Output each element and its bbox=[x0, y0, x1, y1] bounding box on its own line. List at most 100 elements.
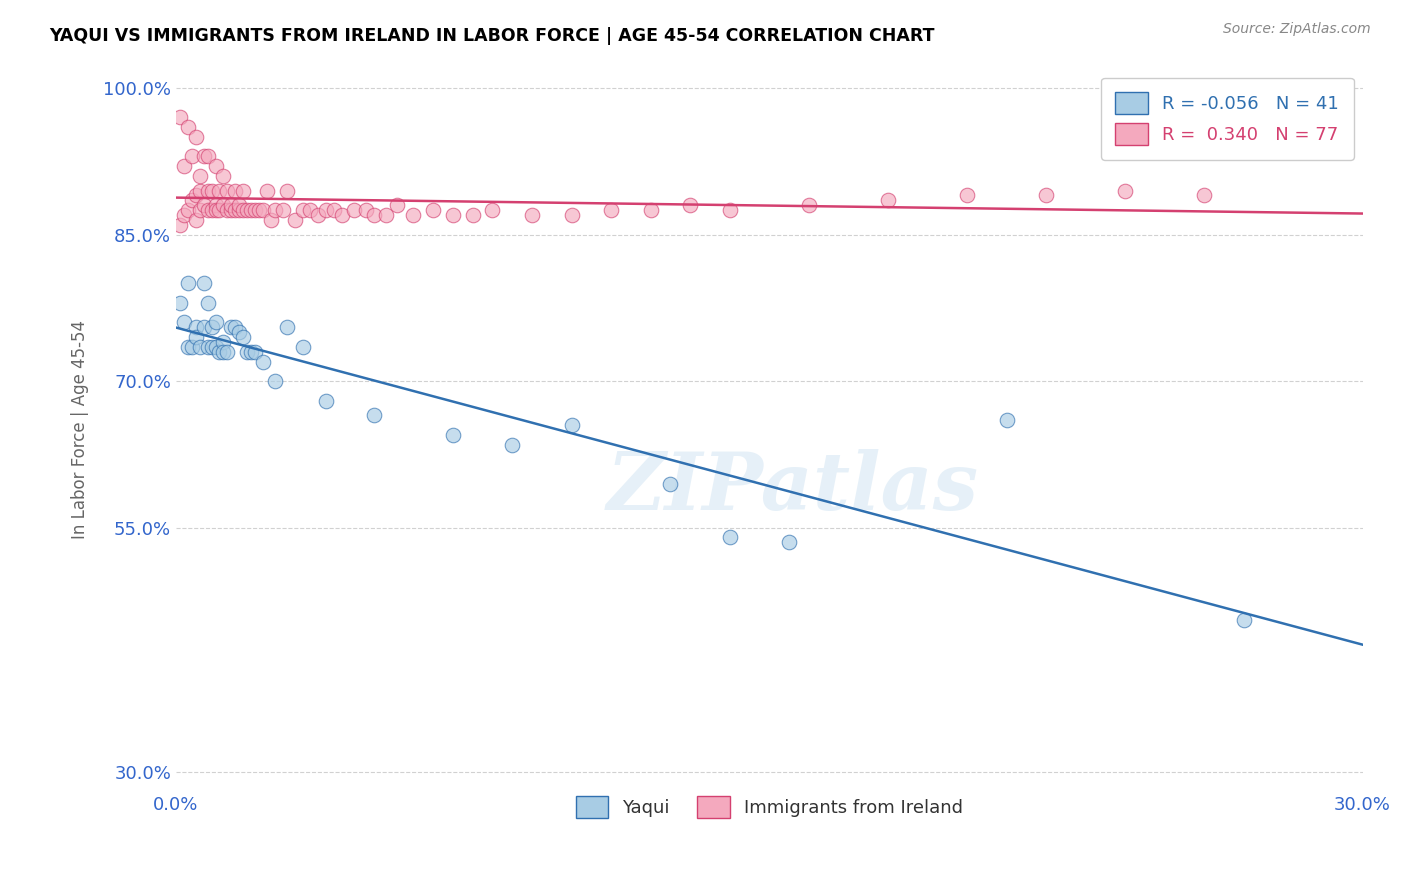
Point bbox=[173, 208, 195, 222]
Point bbox=[180, 340, 202, 354]
Point bbox=[481, 203, 503, 218]
Point bbox=[173, 159, 195, 173]
Point bbox=[276, 320, 298, 334]
Point bbox=[200, 184, 222, 198]
Point bbox=[659, 476, 682, 491]
Point bbox=[177, 277, 200, 291]
Point bbox=[441, 427, 464, 442]
Point bbox=[212, 334, 235, 349]
Point bbox=[204, 203, 226, 218]
Point bbox=[520, 208, 543, 222]
Point bbox=[193, 320, 215, 334]
Point bbox=[374, 208, 396, 222]
Point bbox=[263, 374, 285, 388]
Point bbox=[1114, 184, 1136, 198]
Point bbox=[184, 330, 207, 344]
Point bbox=[315, 203, 337, 218]
Point bbox=[200, 320, 222, 334]
Point bbox=[212, 344, 235, 359]
Point bbox=[208, 344, 231, 359]
Point bbox=[323, 203, 346, 218]
Point bbox=[200, 340, 222, 354]
Point bbox=[243, 203, 266, 218]
Point bbox=[197, 203, 219, 218]
Text: YAQUI VS IMMIGRANTS FROM IRELAND IN LABOR FORCE | AGE 45-54 CORRELATION CHART: YAQUI VS IMMIGRANTS FROM IRELAND IN LABO… bbox=[49, 27, 935, 45]
Point bbox=[441, 208, 464, 222]
Point bbox=[956, 188, 979, 202]
Point bbox=[343, 203, 366, 218]
Point bbox=[173, 316, 195, 330]
Point bbox=[188, 340, 211, 354]
Point bbox=[188, 203, 211, 218]
Point bbox=[177, 203, 200, 218]
Point bbox=[679, 198, 702, 212]
Point bbox=[291, 203, 314, 218]
Point bbox=[184, 188, 207, 202]
Point bbox=[877, 194, 900, 208]
Point bbox=[197, 184, 219, 198]
Point bbox=[200, 203, 222, 218]
Point bbox=[240, 203, 263, 218]
Text: ZIPatlas: ZIPatlas bbox=[607, 449, 979, 526]
Point bbox=[252, 354, 274, 368]
Point bbox=[169, 296, 191, 310]
Point bbox=[193, 198, 215, 212]
Point bbox=[228, 198, 250, 212]
Point bbox=[208, 203, 231, 218]
Point bbox=[184, 213, 207, 227]
Point bbox=[461, 208, 484, 222]
Point bbox=[193, 277, 215, 291]
Point bbox=[307, 208, 329, 222]
Point bbox=[204, 198, 226, 212]
Point bbox=[778, 535, 800, 549]
Point bbox=[204, 316, 226, 330]
Point bbox=[363, 409, 385, 423]
Point bbox=[1035, 188, 1057, 202]
Point bbox=[197, 149, 219, 163]
Point bbox=[387, 198, 409, 212]
Point bbox=[1233, 613, 1256, 627]
Point bbox=[363, 208, 385, 222]
Point bbox=[236, 344, 259, 359]
Point bbox=[224, 184, 246, 198]
Point bbox=[224, 320, 246, 334]
Text: Source: ZipAtlas.com: Source: ZipAtlas.com bbox=[1223, 22, 1371, 37]
Point bbox=[256, 184, 278, 198]
Point bbox=[240, 344, 263, 359]
Point bbox=[560, 208, 582, 222]
Point bbox=[188, 169, 211, 183]
Point bbox=[291, 340, 314, 354]
Point bbox=[180, 194, 202, 208]
Point bbox=[217, 344, 239, 359]
Point bbox=[232, 184, 254, 198]
Point bbox=[797, 198, 820, 212]
Point bbox=[221, 198, 243, 212]
Y-axis label: In Labor Force | Age 45-54: In Labor Force | Age 45-54 bbox=[72, 320, 89, 540]
Point bbox=[1194, 188, 1216, 202]
Point bbox=[501, 437, 523, 451]
Point bbox=[224, 203, 246, 218]
Point bbox=[212, 169, 235, 183]
Point bbox=[188, 184, 211, 198]
Point bbox=[247, 203, 270, 218]
Point bbox=[197, 296, 219, 310]
Point bbox=[422, 203, 444, 218]
Point bbox=[217, 184, 239, 198]
Point bbox=[315, 393, 337, 408]
Point bbox=[243, 344, 266, 359]
Point bbox=[217, 203, 239, 218]
Point bbox=[180, 149, 202, 163]
Point bbox=[169, 111, 191, 125]
Point bbox=[232, 330, 254, 344]
Point bbox=[177, 340, 200, 354]
Point bbox=[184, 320, 207, 334]
Point bbox=[640, 203, 662, 218]
Point bbox=[193, 149, 215, 163]
Point bbox=[284, 213, 307, 227]
Point bbox=[252, 203, 274, 218]
Point bbox=[260, 213, 283, 227]
Point bbox=[197, 340, 219, 354]
Point bbox=[271, 203, 294, 218]
Point bbox=[718, 203, 741, 218]
Point bbox=[208, 184, 231, 198]
